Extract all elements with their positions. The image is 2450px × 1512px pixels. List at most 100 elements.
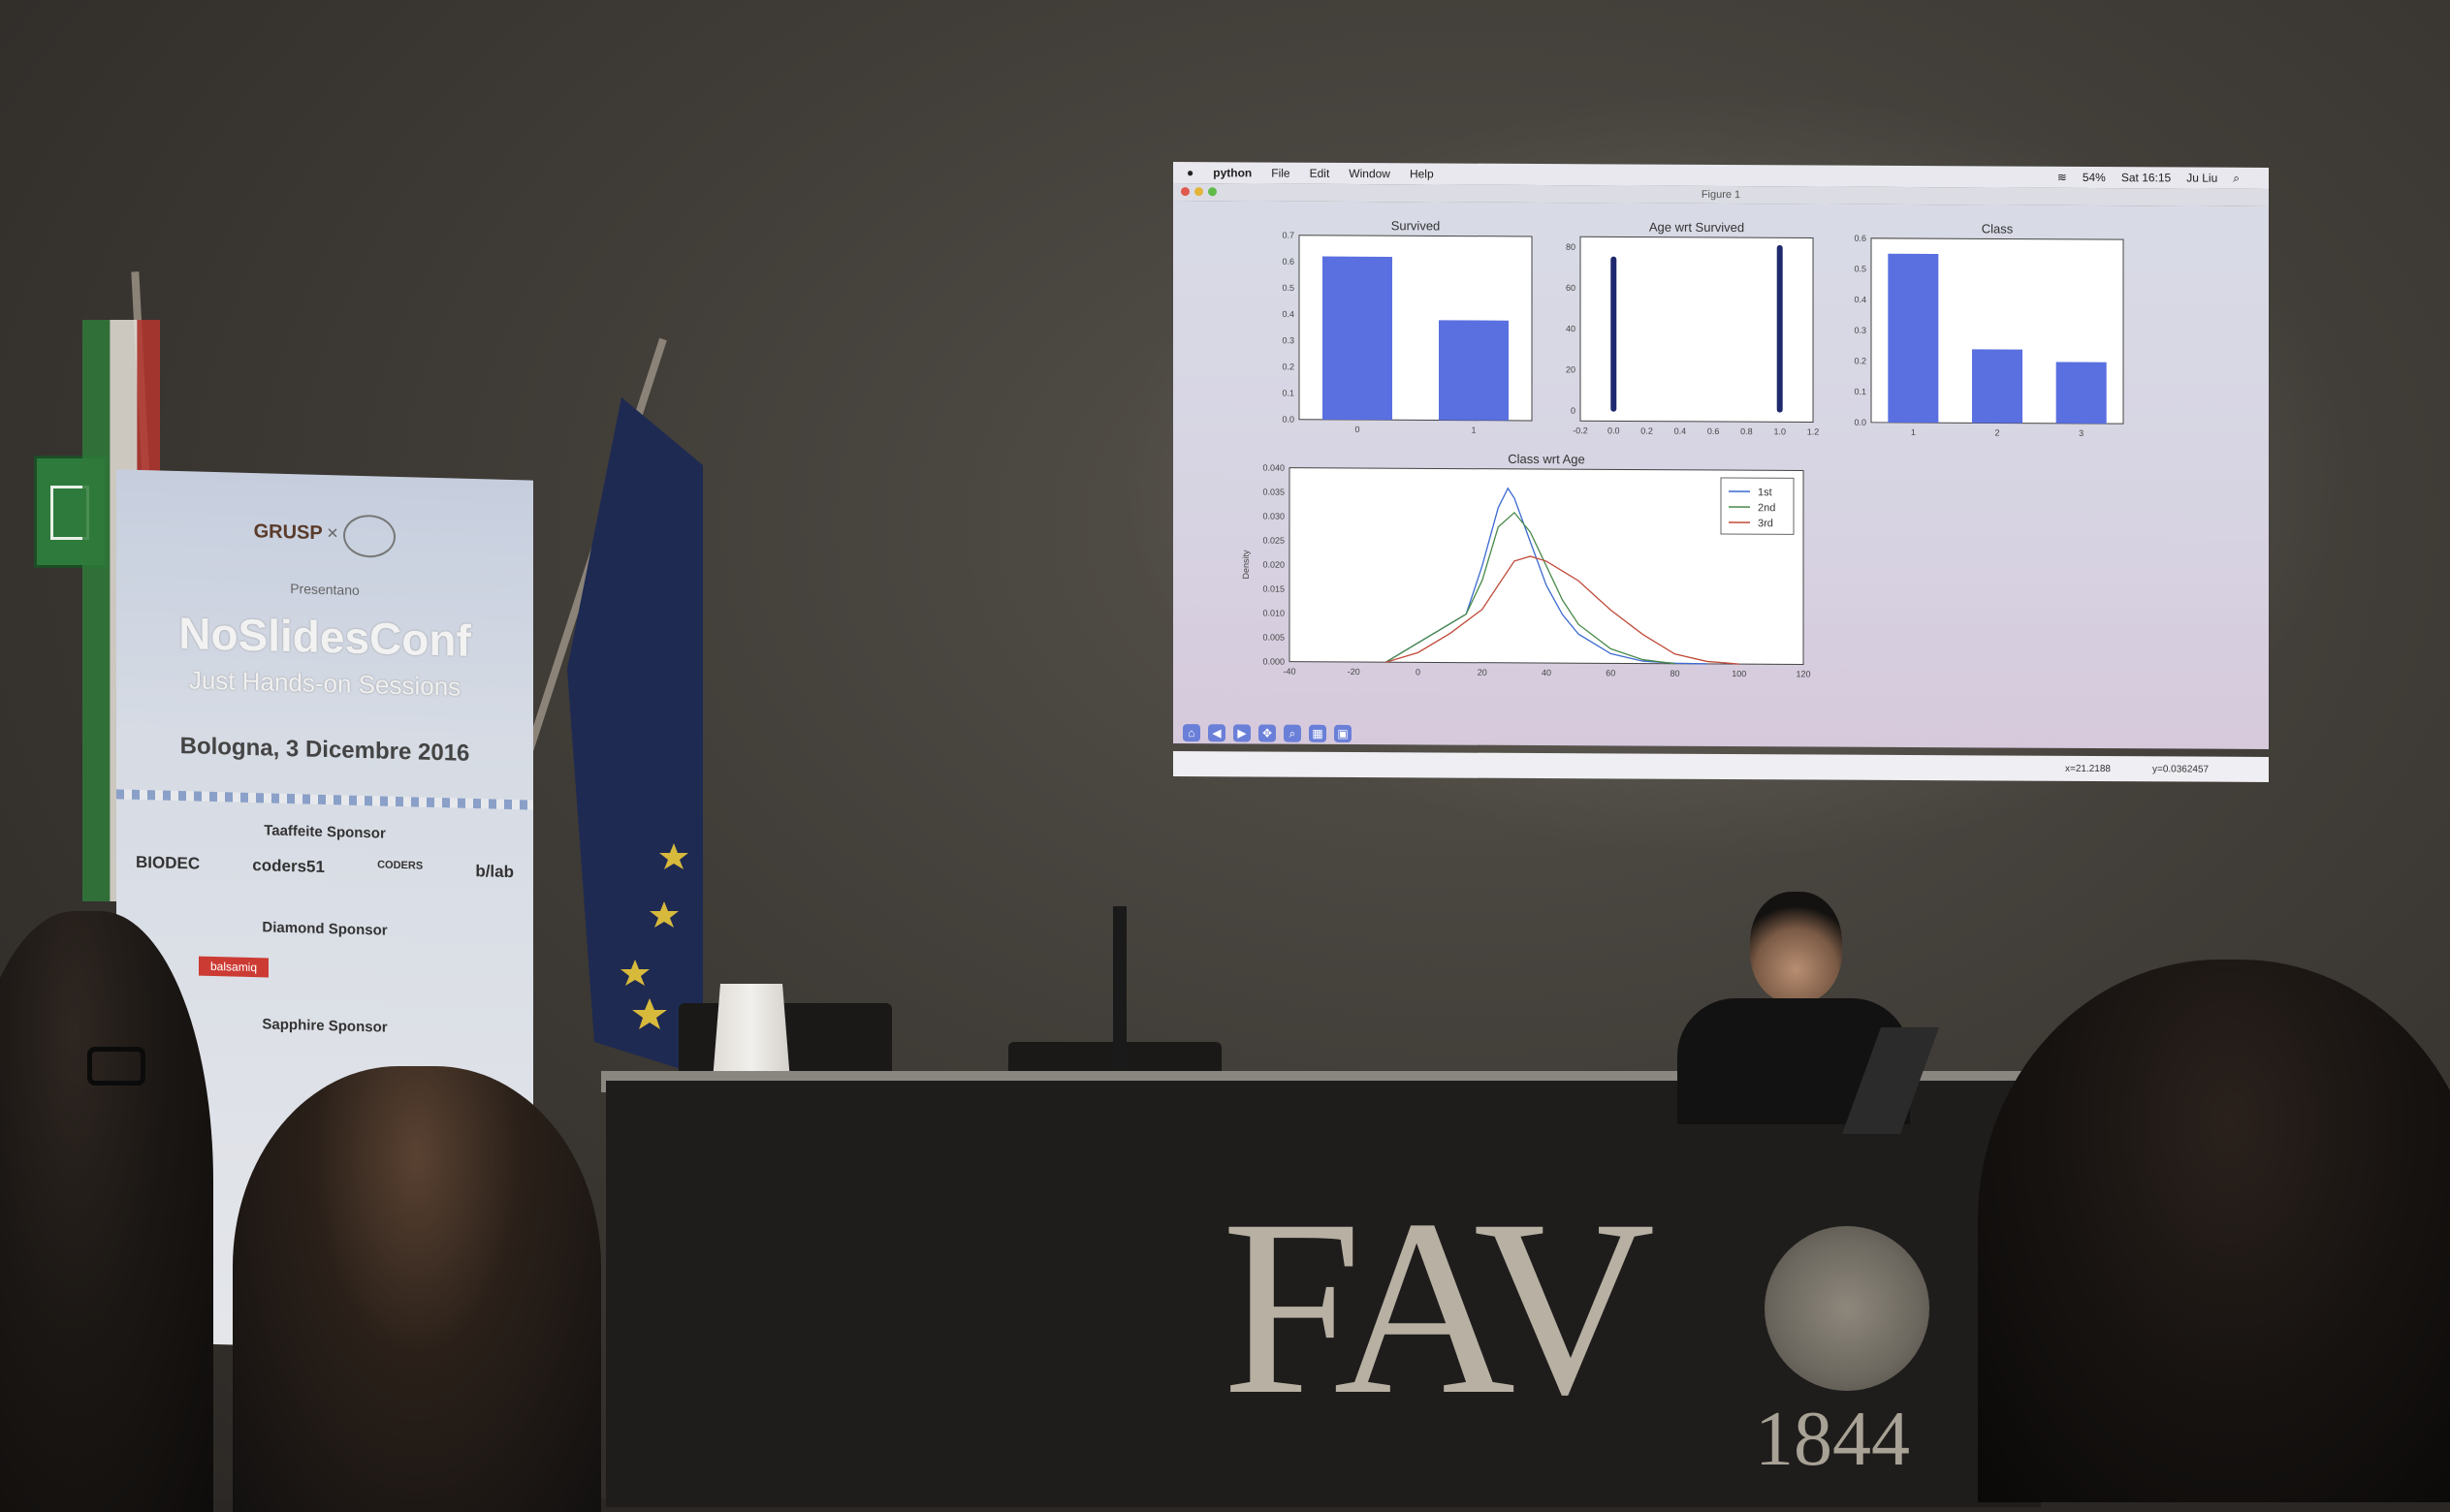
ytick-label-3-2: 0.010 [1262, 609, 1285, 618]
ytick-label-3-5: 0.025 [1262, 536, 1285, 546]
menu-clock[interactable]: Sat 16:15 [2121, 171, 2171, 185]
ytick-label-3-7: 0.035 [1262, 488, 1285, 497]
ytick-label-2-3: 0.3 [1854, 326, 1866, 335]
xtick-label-3-5: 60 [1606, 668, 1615, 677]
zoom-window-button[interactable] [1208, 187, 1217, 196]
xtick-label-1-2: 0.2 [1640, 426, 1653, 436]
xtick-label-0-0: 0 [1354, 425, 1359, 434]
xtick-label-3-8: 120 [1796, 669, 1810, 678]
xtick-label-3-6: 80 [1670, 669, 1679, 678]
sponsor-blab: b/lab [475, 862, 514, 882]
home-icon[interactable]: ⌂ [1183, 724, 1200, 741]
axes-title-1: Age wrt Survived [1649, 220, 1744, 236]
save-icon[interactable]: ▣ [1334, 725, 1352, 742]
ytick-label-2-4: 0.4 [1854, 295, 1866, 304]
bar-2-1 [1972, 349, 2022, 423]
grusp-logo: GRUSP [254, 520, 323, 544]
ytick-label-3-8: 0.040 [1262, 463, 1285, 473]
back-icon[interactable]: ◀ [1208, 724, 1225, 741]
fav-logo-text: FAV [1222, 1163, 1645, 1453]
sponsor-coders51: coders51 [252, 856, 325, 877]
banner-presentano: Presentano [116, 576, 533, 602]
ytick-label-0-2: 0.2 [1282, 362, 1294, 371]
ytick-label-3-4: 0.020 [1262, 560, 1285, 570]
legend-label-3rd: 3rd [1758, 518, 1773, 529]
fav-logo-year: 1844 [1755, 1396, 1910, 1484]
projected-screen: ● python File Edit Window Help ≋ 54% Sat… [1173, 162, 2269, 788]
zoom-icon[interactable]: ⌕ [1284, 725, 1301, 742]
xtick-label-3-7: 100 [1732, 669, 1746, 678]
ytick-label-1-0: 0 [1571, 406, 1575, 416]
bar-2-2 [2056, 362, 2107, 424]
ytick-label-1-4: 80 [1566, 242, 1575, 252]
apple-icon[interactable]: ● [1187, 166, 1193, 179]
taaffeite-sponsors: BIODEC coders51 CODERS b/lab [136, 853, 514, 882]
ytick-label-3-1: 0.005 [1262, 633, 1285, 643]
forward-icon[interactable]: ▶ [1233, 724, 1251, 741]
axes-title-3: Class wrt Age [1508, 452, 1584, 466]
taaffeite-heading: Taaffeite Sponsor [116, 818, 533, 845]
minimize-window-button[interactable] [1194, 187, 1203, 196]
xtick-label-1-7: 1.2 [1807, 426, 1820, 436]
xtick-label-1-1: 0.0 [1607, 425, 1620, 435]
configure-icon[interactable]: ▦ [1309, 725, 1326, 742]
ytick-label-2-0: 0.0 [1854, 418, 1866, 427]
sponsor-balsamiq: balsamiq [199, 957, 269, 978]
xtick-label-2-2: 3 [2079, 428, 2084, 438]
wifi-icon[interactable]: ≋ [2057, 170, 2067, 184]
legend-label-2nd: 2nd [1758, 502, 1775, 514]
ytick-label-0-7: 0.7 [1282, 231, 1294, 240]
status-x: x=21.2188 [2065, 764, 2111, 774]
search-icon[interactable]: ⌕ [2233, 171, 2240, 185]
audience-member-right [1978, 960, 2450, 1502]
banner-logos: GRUSP × [116, 508, 533, 561]
menu-help[interactable]: Help [1410, 167, 1434, 180]
xtick-label-1-0: -0.2 [1573, 425, 1588, 435]
partner-logo [343, 515, 396, 558]
axes-title-2: Class [1982, 221, 2014, 236]
pan-icon[interactable]: ✥ [1258, 725, 1276, 742]
xtick-label-1-4: 0.6 [1707, 426, 1720, 436]
xtick-label-3-4: 40 [1542, 668, 1551, 677]
menu-file[interactable]: File [1271, 167, 1289, 180]
menu-user[interactable]: Ju Liu [2186, 171, 2217, 185]
xtick-label-0-1: 1 [1471, 425, 1476, 435]
ytick-label-0-1: 0.1 [1282, 388, 1294, 397]
menu-window[interactable]: Window [1349, 167, 1390, 180]
xtick-label-3-2: 0 [1416, 667, 1420, 677]
status-y: y=0.0362457 [2152, 764, 2209, 774]
ytick-label-1-3: 60 [1566, 283, 1575, 293]
diamond-heading: Diamond Sponsor [116, 915, 533, 942]
ytick-label-3-0: 0.000 [1262, 657, 1285, 667]
close-window-button[interactable] [1181, 187, 1190, 196]
ytick-label-0-6: 0.6 [1282, 257, 1294, 267]
banner-date: Bologna, 3 Dicembre 2016 [116, 731, 533, 769]
menu-edit[interactable]: Edit [1310, 167, 1330, 180]
figure-toolbar: ⌂ ◀ ▶ ✥ ⌕ ▦ ▣ [1173, 719, 2269, 752]
menu-app-name[interactable]: python [1213, 166, 1252, 179]
xtick-label-3-1: -20 [1348, 667, 1360, 677]
ytick-label-2-1: 0.1 [1854, 387, 1866, 396]
xtick-label-1-6: 1.0 [1773, 426, 1786, 436]
y-axis-label-3: Density [1241, 550, 1251, 580]
audience-member-left [0, 911, 213, 1512]
ytick-label-3-6: 0.030 [1262, 512, 1285, 521]
bar-2-0 [1888, 254, 1938, 423]
figure-statusbar: x=21.2188 y=0.0362457 [1173, 751, 2269, 782]
microphone [1113, 906, 1127, 1071]
ytick-label-2-5: 0.5 [1854, 264, 1866, 273]
battery-percent[interactable]: 54% [2083, 170, 2106, 184]
ytick-label-0-5: 0.5 [1282, 283, 1294, 293]
xtick-label-3-0: -40 [1283, 667, 1295, 677]
xtick-label-2-1: 2 [1994, 427, 1999, 437]
ytick-label-3-3: 0.015 [1262, 584, 1285, 594]
bar-0-1 [1439, 320, 1509, 421]
ytick-label-1-1: 20 [1566, 364, 1575, 374]
banner-divider [116, 789, 533, 809]
xtick-label-1-3: 0.4 [1674, 426, 1687, 436]
sponsor-coders: CODERS [377, 859, 423, 879]
bar-0-0 [1322, 257, 1392, 421]
